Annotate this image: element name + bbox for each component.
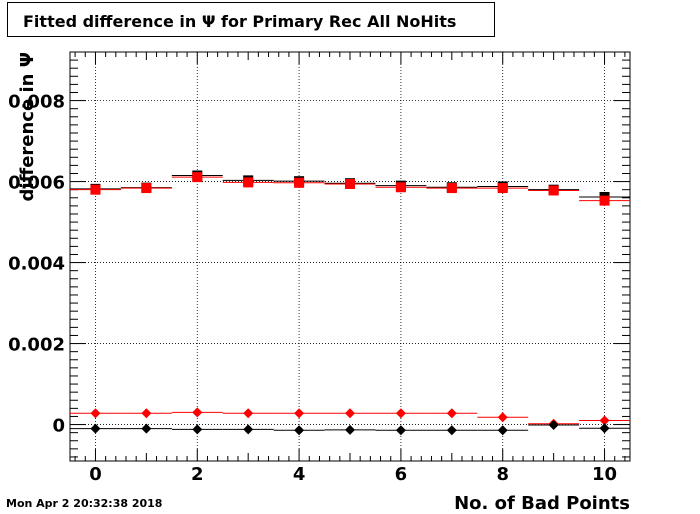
data-point <box>294 177 305 188</box>
data-point <box>599 423 610 434</box>
data-point <box>548 419 559 430</box>
series-2 <box>70 407 630 429</box>
timestamp: Mon Apr 2 20:32:38 2018 <box>6 497 163 510</box>
x-tick-label: 4 <box>293 464 306 485</box>
data-point <box>446 408 457 419</box>
y-tick-label: 0.006 <box>8 173 65 194</box>
data-point <box>243 424 254 435</box>
y-axis-title: difference in Ψ <box>17 52 38 201</box>
y-tick-label: 0.008 <box>8 92 65 113</box>
data-point <box>192 424 203 435</box>
data-point <box>446 183 457 194</box>
x-tick-label: 10 <box>592 464 617 485</box>
axis-ticks <box>70 52 630 461</box>
series-1 <box>70 172 630 206</box>
data-point <box>141 423 152 434</box>
data-point <box>90 408 101 419</box>
data-series <box>70 170 630 436</box>
chart-title-box: Fitted difference in Ψ for Primary Rec A… <box>7 2 495 37</box>
y-tick-label: 0 <box>52 416 65 437</box>
data-point <box>395 425 406 436</box>
data-point <box>446 425 457 436</box>
data-point <box>395 408 406 419</box>
x-tick-label: 8 <box>496 464 509 485</box>
series-3 <box>70 419 630 436</box>
data-point <box>90 184 101 195</box>
x-tick-label: 0 <box>89 464 102 485</box>
x-tick-label: 6 <box>395 464 408 485</box>
y-tick-label: 0.004 <box>8 254 65 275</box>
data-point <box>141 183 152 194</box>
x-tick-label: 2 <box>191 464 204 485</box>
chart-title: Fitted difference in Ψ for Primary Rec A… <box>23 12 457 31</box>
data-point <box>497 412 508 423</box>
plot-frame <box>69 51 631 462</box>
data-point <box>345 408 355 419</box>
data-point <box>345 424 355 435</box>
data-point <box>141 408 152 419</box>
data-point <box>243 177 254 188</box>
data-point <box>497 425 508 436</box>
data-point <box>192 407 203 418</box>
data-point <box>243 408 254 419</box>
data-point <box>192 172 203 183</box>
grid-lines <box>70 52 630 461</box>
data-point <box>599 195 610 206</box>
data-point <box>90 423 101 434</box>
y-tick-label: 0.002 <box>8 335 65 356</box>
data-point <box>345 179 355 190</box>
data-point <box>395 182 406 193</box>
tick-labels: 0 2 4 6 8 10 0 0.002 0.004 0.006 0.008 <box>8 92 617 485</box>
data-point <box>497 183 508 194</box>
data-point <box>548 185 559 196</box>
data-point <box>294 425 305 436</box>
x-axis-title: No. of Bad Points <box>454 493 630 514</box>
data-point <box>599 415 610 426</box>
data-point <box>294 408 305 419</box>
